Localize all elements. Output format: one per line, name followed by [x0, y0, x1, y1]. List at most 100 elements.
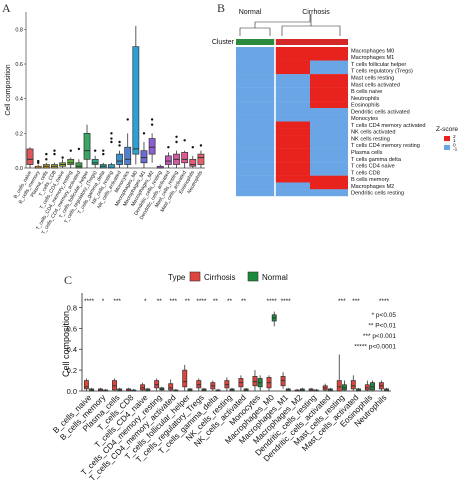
heat-cell	[310, 141, 348, 149]
heat-cell	[310, 67, 348, 75]
y-tick-label-a: 0.0	[15, 166, 23, 172]
group-label-normal: Normal	[239, 9, 262, 16]
panel-label-c: C	[64, 273, 72, 287]
box-a-box	[164, 155, 172, 165]
outlier-a	[45, 152, 48, 156]
heatmap-row-label: Dendritic cells resting	[351, 191, 404, 197]
box-a-box	[181, 152, 189, 164]
legend-tick-label: 0	[453, 142, 456, 148]
legend-tick-label: 2	[453, 134, 456, 140]
heatmap-row-label: Neutrophils	[351, 96, 379, 102]
box-cirrhosis-box	[154, 380, 160, 389]
box-a-box	[124, 146, 132, 165]
box-a-box	[91, 158, 99, 165]
legend-swatch-high	[444, 136, 450, 141]
heat-cell	[310, 175, 348, 183]
heat-cell	[236, 148, 275, 156]
outlier-a	[53, 149, 56, 152]
heat-cell	[236, 107, 275, 115]
heatmap-row-label: B cells memory	[351, 177, 389, 183]
y-tick-label-c: 0.4	[67, 345, 77, 354]
heat-cell	[275, 189, 310, 197]
heat-cell	[236, 87, 275, 95]
outlier-a	[37, 161, 40, 164]
box-cirrhosis-box	[364, 384, 370, 391]
box-a-box	[108, 164, 115, 169]
significance-mark: **	[157, 298, 163, 305]
heat-cell	[275, 94, 310, 102]
heat-cell	[275, 101, 310, 109]
box-cirrhosis-box	[196, 380, 202, 389]
y-axis-title-a: Cell composition	[5, 64, 12, 115]
heatmap-row-label: T cells CD4 memory activated	[351, 123, 426, 129]
heat-cell	[236, 182, 275, 190]
heat-cell	[275, 107, 310, 115]
heatmap-row-label: T cells CD4 naive	[351, 164, 395, 170]
heatmap-row-label: T cells gamma delta	[351, 157, 402, 163]
outlier-a	[93, 149, 97, 152]
heat-cell	[236, 175, 275, 183]
heatmap-row-label: Macrophages M0	[351, 48, 394, 54]
sig-legend-entry: *** p<0.001	[363, 333, 396, 340]
y-axis-title-c: Cell composition	[61, 311, 71, 377]
heat-cell	[236, 135, 275, 143]
y-tick-label-a: 0.6	[15, 62, 23, 68]
y-tick-label-a: 0.2	[15, 131, 23, 137]
heatmap-row-label: Macrophages M2	[351, 184, 394, 190]
box-normal-box	[370, 382, 375, 391]
box-a-box	[197, 153, 205, 165]
box-cirrhosis-box	[350, 380, 356, 390]
significance-mark: **	[185, 298, 191, 305]
box-cirrhosis-box	[168, 383, 174, 391]
box-a-box	[83, 132, 91, 160]
heat-cell	[310, 114, 348, 122]
significance-mark: ****	[379, 298, 390, 305]
significance-mark: ****	[267, 298, 278, 305]
heat-cell	[275, 162, 310, 170]
significance-mark: **	[213, 298, 219, 305]
outlier-a	[61, 156, 64, 159]
heat-cell	[236, 53, 275, 61]
sig-legend-entry: ***** p<0.0001	[354, 344, 396, 351]
significance-mark: ***	[169, 298, 177, 305]
heat-cell	[275, 80, 310, 88]
cluster-bar-cirrhosis	[275, 39, 348, 45]
significance-mark: **	[227, 298, 233, 305]
significance-mark: *	[144, 298, 147, 305]
y-tick-label-c: 0.6	[67, 324, 77, 333]
y-tick-label-c: 0.0	[67, 387, 77, 396]
box-a-box	[26, 148, 34, 165]
cluster-bar-normal	[236, 39, 275, 45]
heatmap-row-label: T cells follicular helper	[351, 62, 406, 68]
heat-cell	[275, 114, 310, 122]
outlier-a	[175, 140, 178, 144]
significance-mark: ****	[281, 298, 292, 305]
heat-cell	[236, 162, 275, 170]
outlier-a	[110, 132, 113, 135]
outlier-a	[53, 152, 56, 156]
heat-cell	[236, 114, 275, 122]
heat-cell	[236, 101, 275, 109]
heatmap-row-label: Plasma cells	[351, 150, 383, 156]
outlier-a	[191, 146, 194, 149]
outlier-a	[142, 132, 146, 135]
dendrogram-lines	[239, 14, 341, 36]
heat-cell	[310, 135, 348, 143]
outlier-a	[183, 139, 186, 142]
heatmap-row-label: T cells regulatory (Tregs)	[351, 69, 413, 75]
type-legend-title: Type	[168, 273, 186, 282]
significance-mark: ***	[113, 298, 121, 305]
heatmap-row-label: Mast cells resting	[351, 76, 394, 82]
heatmap-row-label: Eosinophils	[351, 103, 380, 109]
significance-mark: ****	[84, 298, 95, 305]
heatmap-row-label: Mast cells activated	[351, 82, 400, 88]
outlier-a	[118, 144, 121, 147]
legend-label-cirrhosis: Cirrhosis	[204, 273, 236, 282]
heatmap-row-label: T cells CD4 memory resting	[351, 143, 420, 149]
heat-cell	[275, 141, 310, 149]
heat-cell	[236, 168, 275, 176]
box-cirrhosis-box	[336, 380, 342, 392]
legend-swatch-mid	[444, 141, 450, 145]
legend-label-normal: Normal	[262, 273, 288, 282]
